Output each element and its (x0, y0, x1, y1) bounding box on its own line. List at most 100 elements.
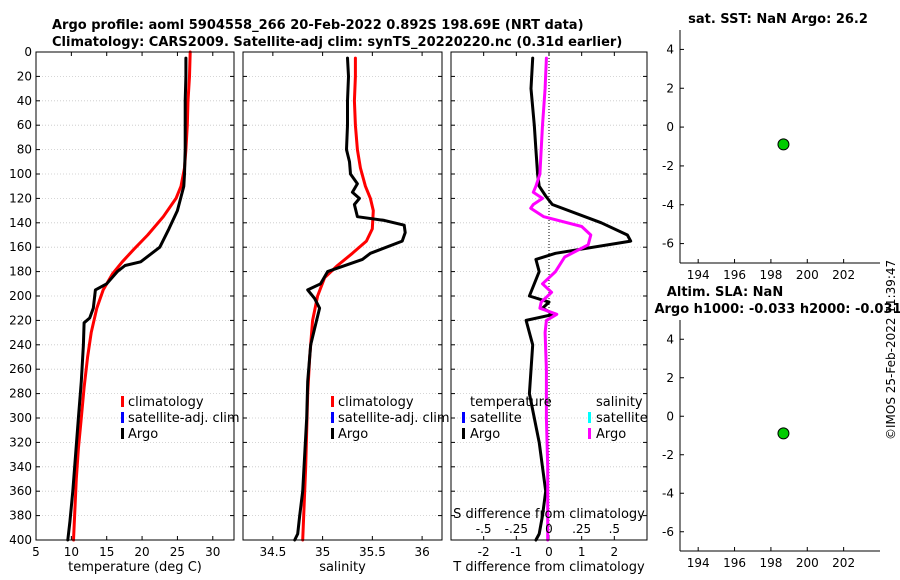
x-tick-label: 202 (832, 268, 855, 282)
x-tick-label: 35 (315, 545, 330, 559)
y-tick-label: 240 (9, 338, 32, 352)
y-tick-label: 220 (9, 313, 32, 327)
x-tick-label: 0 (545, 545, 553, 559)
legend-swatch-satellite (331, 412, 334, 423)
y-tick-label: 340 (9, 460, 32, 474)
y-tick-label: -4 (662, 198, 674, 212)
temperature-panel: 0 20 40 60 80 100 120 140 160 180 200 220 240 260 280 3… (9, 45, 235, 575)
sst-map-panel: -6 -4 -2 0 2 4 194 196 198 200 202 (662, 30, 880, 282)
x-axis-label: temperature (deg C) (68, 560, 202, 575)
legend-swatch-sal-satellite (588, 412, 591, 423)
plot-frame (450, 51, 648, 541)
x-tick-label: 198 (759, 268, 782, 282)
x-tick-label: 35.5 (359, 545, 386, 559)
x-tick-label: 202 (832, 556, 855, 570)
x-tick-label: 196 (723, 268, 746, 282)
y-tick-label: 60 (17, 118, 32, 132)
y-tick-label: -4 (662, 486, 674, 500)
legend-label-sal-argo: Argo (596, 427, 626, 442)
y-tick-label: 2 (666, 371, 674, 385)
y-tick-label: 260 (9, 362, 32, 376)
y-tick-label: -6 (662, 525, 674, 539)
sst-title: sat. SST: NaN Argo: 26.2 (688, 12, 868, 27)
y-tick-label: 100 (9, 167, 32, 181)
top-tick-label: .25 (572, 522, 591, 536)
y-tick-label: -2 (662, 448, 674, 462)
y-tick-label: -6 (662, 237, 674, 251)
series-line-salinity-argo (529, 56, 593, 542)
temperature-legend: climatology satellite-adj. clim Argo (121, 395, 240, 442)
x-tick-label: 194 (687, 556, 710, 570)
y-tick-label: 0 (24, 45, 32, 59)
x-tick-label: 20 (134, 545, 149, 559)
x-tick-label: 34.5 (259, 545, 286, 559)
x-tick-label: 200 (796, 268, 819, 282)
legend-swatch-sal-argo (588, 428, 591, 439)
argo-position-marker (777, 138, 790, 151)
argo-position-marker (777, 427, 790, 440)
x-tick-label: 36 (414, 545, 429, 559)
salinity-legend: climatology satellite-adj. clim Argo (331, 395, 450, 442)
y-tick-label: 320 (9, 435, 32, 449)
x-tick-label: -1 (510, 545, 522, 559)
y-tick-label: 0 (666, 409, 674, 423)
x-tick-label: 1 (578, 545, 586, 559)
main-title-line1: Argo profile: aoml 5904558_266 20-Feb-20… (52, 18, 584, 33)
y-tick-label: 4 (666, 42, 674, 56)
x-axis-label: salinity (319, 560, 366, 575)
top-tick-label: 0 (545, 522, 553, 536)
x-tick-label: 15 (99, 545, 114, 559)
sla-title-line2: Argo h1000: -0.033 h2000: -0.031 (654, 302, 900, 317)
top-tick-label: .5 (609, 522, 620, 536)
top-tick-label: -.25 (505, 522, 528, 536)
x-tick-label: 10 (64, 545, 79, 559)
legend-swatch-satellite (121, 412, 124, 423)
x-tick-label: 30 (205, 545, 220, 559)
plot-frame (35, 51, 235, 541)
legend-label-climatology: climatology (128, 395, 204, 410)
main-title-line2: Climatology: CARS2009. Satellite-adj cli… (52, 35, 622, 50)
x-tick-label: 200 (796, 556, 819, 570)
legend-swatch-temp-satellite (462, 412, 465, 423)
y-tick-label: 400 (9, 533, 32, 547)
y-tick-label: -2 (662, 159, 674, 173)
x-tick-label: 5 (32, 545, 40, 559)
y-tick-label: 4 (666, 332, 674, 346)
y-tick-label: 20 (17, 69, 32, 83)
footer-stamp: ©IMOS 25-Feb-2022 11:39:47 (884, 260, 898, 440)
y-tick-label: 280 (9, 387, 32, 401)
y-tick-label: 360 (9, 484, 32, 498)
legend-label-temp-satellite: satellite (470, 411, 522, 426)
y-tick-label: 160 (9, 240, 32, 254)
x-tick-label: 198 (759, 556, 782, 570)
series-line-argo (66, 56, 188, 542)
x-tick-label: 2 (611, 545, 619, 559)
sla-map-panel: -6 -4 -2 0 2 4 194 196 198 200 202 (662, 320, 880, 570)
y-tick-label: 80 (17, 143, 32, 157)
legend-swatch-climatology (331, 396, 334, 407)
y-tick-label: 200 (9, 289, 32, 303)
y-tick-label: 120 (9, 191, 32, 205)
y-tick-label: 380 (9, 509, 32, 523)
y-tick-label: 140 (9, 216, 32, 230)
difference-legend: temperature salinity satellite Argo sate… (462, 395, 648, 442)
y-tick-label: 2 (666, 81, 674, 95)
legend-swatch-climatology (121, 396, 124, 407)
y-tick-label: 300 (9, 411, 32, 425)
legend-label-sal-satellite: satellite (596, 411, 648, 426)
series-line-argo (293, 56, 407, 542)
legend-swatch-argo (121, 428, 124, 439)
legend-label-argo: Argo (128, 427, 158, 442)
sla-title-line1: Altim. SLA: NaN (667, 285, 783, 300)
legend-title-salinity: salinity (596, 395, 643, 410)
legend-label-temp-argo: Argo (470, 427, 500, 442)
salinity-panel: 34.5 35 35.5 36 salinity (242, 51, 443, 575)
x-tick-label: 25 (170, 545, 185, 559)
top-tick-label: -.5 (476, 522, 492, 536)
top-axis-label: S difference from climatology (453, 507, 645, 522)
legend-label-satellite: satellite-adj. clim (128, 411, 240, 426)
y-tick-label: 40 (17, 94, 32, 108)
x-axis-label: T difference from climatology (452, 560, 645, 575)
x-tick-label: 194 (687, 268, 710, 282)
